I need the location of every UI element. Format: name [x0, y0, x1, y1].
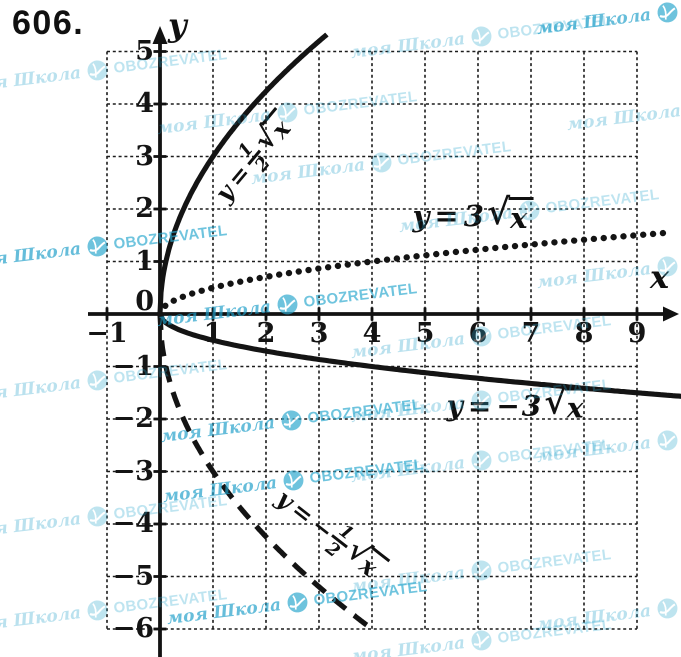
grid-lines — [106, 50, 638, 630]
x-axis-arrow — [663, 306, 679, 322]
curve-neg-solid — [157, 312, 681, 399]
curve-dotted — [156, 229, 672, 318]
curve-dashed — [157, 313, 375, 632]
axes — [88, 26, 679, 657]
y-axis-arrow — [152, 26, 168, 44]
curve-steep-solid — [157, 32, 329, 315]
